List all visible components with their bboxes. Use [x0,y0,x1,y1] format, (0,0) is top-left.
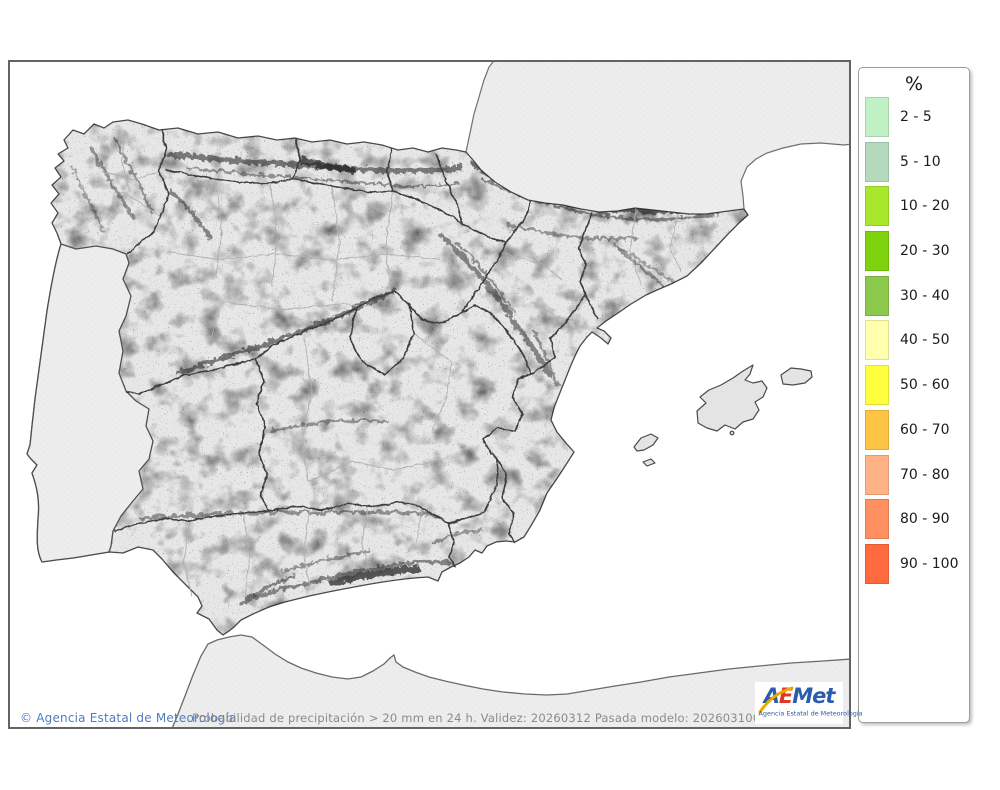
portugal-landmass [26,243,154,563]
legend-item: 10 - 20 [865,186,969,227]
legend-color-swatch [865,543,889,584]
legend-color-swatch [865,231,889,272]
legend-range-label: 5 - 10 [900,153,941,170]
legend-range-label: 10 - 20 [900,198,950,215]
border-galicia [125,128,169,255]
legend-range-label: 30 - 40 [900,287,950,304]
legend-color-swatch [865,365,889,406]
france-landmass [466,62,849,214]
border-madrid [349,290,414,375]
legend-color-swatch [865,97,889,137]
legend-range-label: 80 - 90 [900,511,950,528]
logo-letter-e: E [778,684,793,708]
legend-item: 90 - 100 [865,543,969,584]
iberian-system-ridge [436,230,551,376]
legend-color-swatch [865,275,889,316]
logo-letter-a: A [763,684,780,708]
legend-item: 40 - 50 [865,320,969,361]
legend-item: 70 - 80 [865,454,969,495]
logo-letters-met: Met [792,684,835,708]
legend-panel: % 2 - 5 5 - 10 10 - 20 20 - 30 30 - 40 4… [858,67,970,723]
map-frame: © Agencia Estatal de Meteorología Probab… [8,60,863,729]
iberia-map-svg [10,62,849,727]
africa-coastline [171,634,849,727]
legend-item: 80 - 90 [865,499,969,540]
border-andalucia-north [112,500,449,532]
legend-range-label: 70 - 80 [900,466,950,483]
galicia-hills [87,144,135,221]
legend-item: 60 - 70 [865,409,969,450]
legend-title: % [904,73,924,95]
border-extremadura-east [254,357,269,511]
legend-range-label: 20 - 30 [900,243,950,260]
cabrera-island [729,430,735,436]
legend-color-swatch [865,320,889,361]
menorca-island [780,367,813,386]
legend-color-swatch [865,409,889,450]
legend-range-label: 2 - 5 [900,109,932,125]
sierra-morena-ridge [137,508,439,519]
border-valencia-west [481,293,586,543]
legend-range-label: 60 - 70 [900,421,950,438]
legend-color-swatch [865,141,889,182]
border-castilla-leon-south [125,290,461,394]
legend-item: 5 - 10 [865,141,969,182]
legend-color-swatch [865,186,889,227]
aemet-logotype: AEMet [758,683,835,714]
aemet-logo-caption: Agencia Estatal de Meteorología [758,710,863,718]
balearic-islands [633,364,813,467]
legend-range-label: 40 - 50 [900,332,950,349]
mallorca-island [696,364,768,432]
france-coastline [465,62,849,210]
legend-range-label: 90 - 100 [900,555,959,572]
legend-color-swatch [865,499,889,540]
community-borders [112,128,598,567]
legend-item: 50 - 60 [865,365,969,406]
formentera-island [642,458,656,467]
legend-item: 30 - 40 [865,275,969,316]
province-borders [100,128,682,597]
ibiza-island [633,433,659,452]
legend-color-swatch [865,454,889,495]
legend-item: 2 - 5 [865,97,969,137]
border-aragon-cataluna [577,211,598,320]
copyright-text: © Agencia Estatal de Meteorología [20,711,237,725]
aemet-logo: AEMet Agencia Estatal de Meteorología [755,682,863,724]
legend-range-label: 50 - 60 [900,377,950,394]
legend-item: 20 - 30 [865,231,969,272]
sierra-nevada-ridge [327,563,420,585]
model-run-info: Probabilidad de precipitación > 20 mm en… [192,711,768,725]
border-castilla-leon-north [164,168,506,243]
africa-landmass [172,635,849,727]
